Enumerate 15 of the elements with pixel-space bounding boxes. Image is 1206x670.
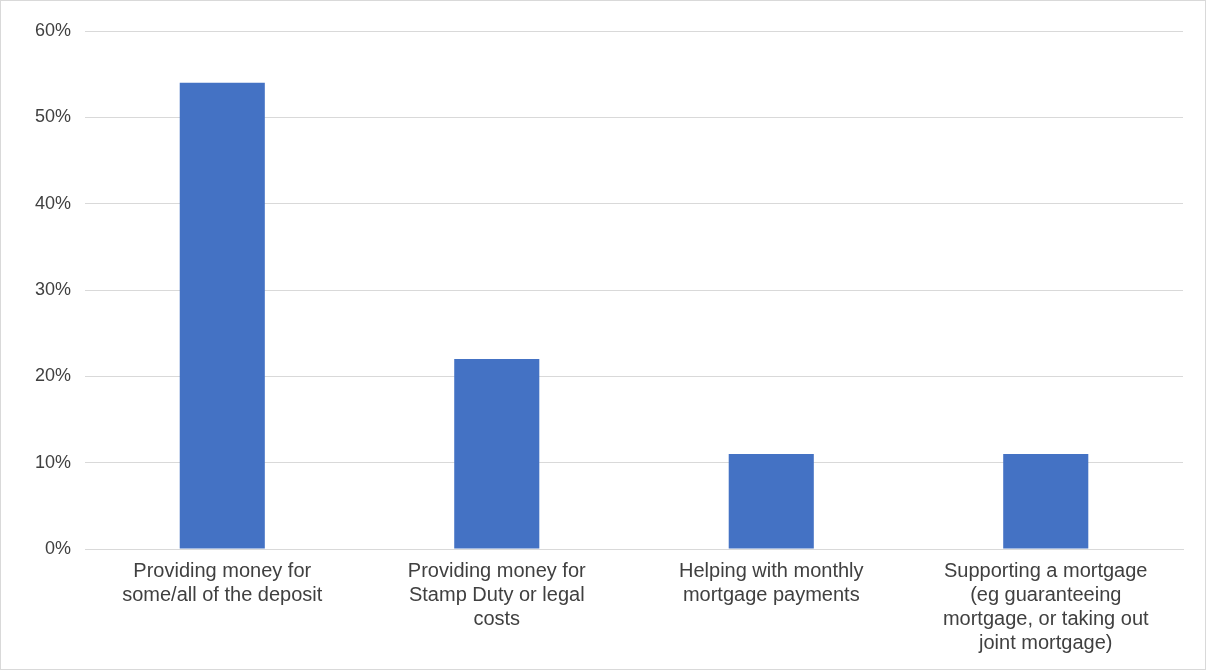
y-tick-label: 40% xyxy=(35,192,72,213)
y-tick-label: 30% xyxy=(35,278,72,299)
y-tick-label: 50% xyxy=(35,106,72,127)
x-tick-label: Providing money for some/all of the deposit xyxy=(122,558,323,605)
bar xyxy=(179,82,265,549)
x-tick-label: Supporting a mortgage (eg guaranteeing mortgage, or taking out joint mortgage) xyxy=(942,558,1150,653)
y-tick-label: 60% xyxy=(35,19,72,40)
x-tick-label: Helping with monthly mortgage payments xyxy=(678,558,864,605)
bar xyxy=(728,454,814,549)
y-tick-label: 20% xyxy=(35,365,72,386)
x-tick-label: Providing money for Stamp Duty or legal costs xyxy=(407,558,587,629)
bar xyxy=(1003,454,1089,549)
bar xyxy=(454,359,540,549)
y-tick-label: 10% xyxy=(35,451,72,472)
y-tick-label: 0% xyxy=(45,537,72,558)
